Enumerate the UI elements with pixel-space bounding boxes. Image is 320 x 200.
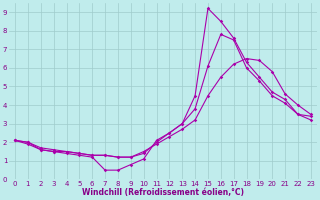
X-axis label: Windchill (Refroidissement éolien,°C): Windchill (Refroidissement éolien,°C) — [82, 188, 244, 197]
